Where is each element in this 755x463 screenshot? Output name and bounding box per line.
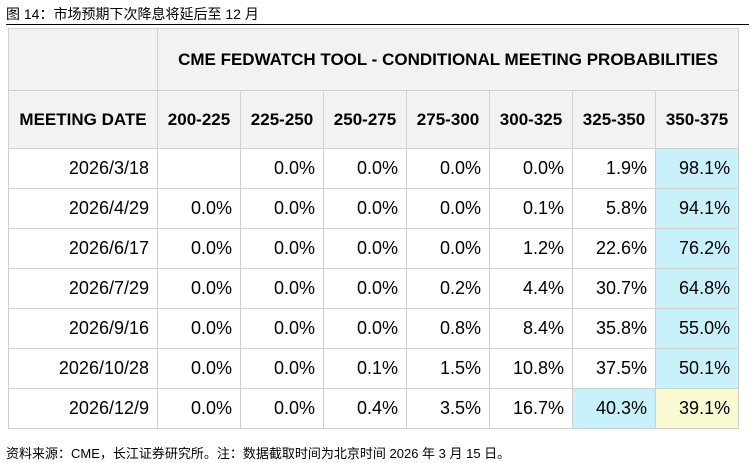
table-row: 2026/7/29 0.0% 0.0% 0.0% 0.2% 4.4% 30.7% 64.8% (8, 268, 740, 309)
probability-cell: 0.0% (323, 308, 407, 349)
column-header: MEETING DATE (8, 90, 158, 149)
probability-cell: 0.1% (323, 348, 407, 389)
probability-cell: 1.2% (489, 228, 573, 269)
probability-cell: 0.0% (240, 228, 324, 269)
probability-cell: 0.0% (157, 388, 241, 429)
table-row: 2026/12/9 0.0% 0.0% 0.4% 3.5% 16.7% 40.3% 39.1% (8, 388, 740, 429)
caption-rule (6, 24, 749, 25)
probability-cell: 0.0% (157, 268, 241, 309)
probability-cell: 0.0% (157, 308, 241, 349)
meeting-date: 2026/7/29 (8, 268, 158, 309)
probability-cell: 0.4% (323, 388, 407, 429)
table-row: 2026/9/16 0.0% 0.0% 0.0% 0.8% 8.4% 35.8% 55.0% (8, 308, 740, 349)
probability-cell: 0.0% (406, 148, 490, 189)
probability-cell: 4.4% (489, 268, 573, 309)
probability-cell: 64.8% (654, 268, 740, 309)
probability-cell: 0.1% (489, 188, 573, 229)
probability-cell: 39.1% (654, 388, 740, 429)
table-row: 2026/4/29 0.0% 0.0% 0.0% 0.0% 0.1% 5.8% 94.1% (8, 188, 740, 229)
probability-cell: 10.8% (489, 348, 573, 389)
probability-cell: 1.5% (406, 348, 490, 389)
probability-cell: 0.0% (240, 268, 324, 309)
probability-cell: 3.5% (406, 388, 490, 429)
column-header: 200-225 (157, 90, 241, 149)
probability-cell: 0.0% (157, 228, 241, 269)
column-header: 325-350 (572, 90, 656, 149)
probability-cell: 22.6% (572, 228, 656, 269)
probability-cell: 0.2% (406, 268, 490, 309)
table-row: 2026/6/17 0.0% 0.0% 0.0% 0.0% 1.2% 22.6% 76.2% (8, 228, 740, 269)
meeting-date: 2026/12/9 (8, 388, 158, 429)
meeting-date: 2026/6/17 (8, 228, 158, 269)
column-header: 300-325 (489, 90, 573, 149)
table-title: CME FEDWATCH TOOL - CONDITIONAL MEETING … (156, 28, 740, 91)
probability-cell: 0.0% (323, 188, 407, 229)
probability-cell: 98.1% (654, 148, 740, 189)
meeting-date: 2026/3/18 (8, 148, 158, 189)
probability-table: CME FEDWATCH TOOL - CONDITIONAL MEETING … (8, 28, 740, 429)
source-note: 资料来源：CME，长江证券研究所。注：数据截取时间为北京时间 2026 年 3 … (6, 446, 511, 461)
corner-cell (8, 28, 158, 91)
probability-cell: 0.0% (157, 188, 241, 229)
caption: 图 14：市场预期下次降息将延后至 12 月 (6, 6, 259, 22)
probability-cell: 0.0% (406, 228, 490, 269)
probability-cell: 0.0% (489, 148, 573, 189)
probability-cell: 55.0% (654, 308, 740, 349)
probability-cell: 0.8% (406, 308, 490, 349)
probability-cell: 0.0% (240, 188, 324, 229)
probability-cell: 76.2% (654, 228, 740, 269)
probability-cell: 30.7% (572, 268, 656, 309)
probability-cell: 0.0% (240, 148, 324, 189)
probability-cell: 40.3% (572, 388, 656, 429)
column-header: 350-375 (654, 90, 740, 149)
probability-cell: 0.0% (157, 348, 241, 389)
probability-cell: 35.8% (572, 308, 656, 349)
meeting-date: 2026/9/16 (8, 308, 158, 349)
empty-cell (157, 148, 241, 189)
table-row: 2026/3/18 0.0% 0.0% 0.0% 0.0% 1.9% 98.1% (8, 148, 740, 189)
probability-cell: 5.8% (572, 188, 656, 229)
probability-cell: 37.5% (572, 348, 656, 389)
probability-cell: 0.0% (323, 148, 407, 189)
probability-cell: 0.0% (240, 308, 324, 349)
probability-cell: 16.7% (489, 388, 573, 429)
probability-cell: 0.0% (323, 228, 407, 269)
probability-cell: 50.1% (654, 348, 740, 389)
meeting-date: 2026/10/28 (8, 348, 158, 389)
probability-cell: 0.0% (240, 348, 324, 389)
probability-cell: 94.1% (654, 188, 740, 229)
probability-cell: 0.0% (323, 268, 407, 309)
table-row: 2026/10/28 0.0% 0.0% 0.1% 1.5% 10.8% 37.5% 50.1… (8, 348, 740, 389)
probability-cell: 0.0% (240, 388, 324, 429)
probability-cell: 8.4% (489, 308, 573, 349)
column-header: 275-300 (406, 90, 490, 149)
meeting-date: 2026/4/29 (8, 188, 158, 229)
column-header: 225-250 (240, 90, 324, 149)
column-header: 250-275 (323, 90, 407, 149)
probability-cell: 1.9% (572, 148, 656, 189)
probability-cell: 0.0% (406, 188, 490, 229)
